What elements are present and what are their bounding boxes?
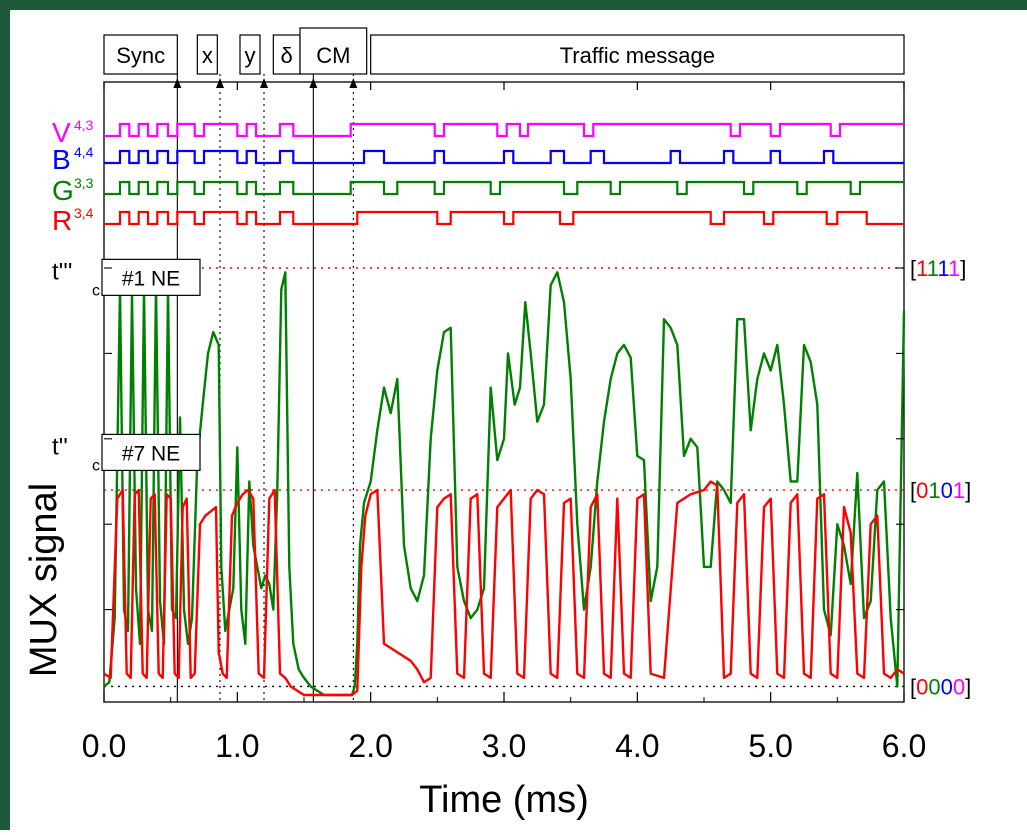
channel-sub-B: 4,4 xyxy=(74,144,94,160)
level-digit: ] xyxy=(965,478,971,503)
threshold-box-1 xyxy=(101,433,201,472)
x-tick-label-4: 4.0 xyxy=(615,728,659,764)
x-tick-label-1: 1.0 xyxy=(215,728,259,764)
level-digit: 0 xyxy=(941,674,953,699)
x-axis-label: Time (ms) xyxy=(419,779,589,821)
threshold-label-1: t'' xyxy=(52,433,68,460)
level-label-0101: [0101] xyxy=(910,478,971,503)
level-digit: 0 xyxy=(941,478,953,503)
channel-label-R: R xyxy=(52,205,72,236)
x-tick-label-6: 6.0 xyxy=(882,728,926,764)
channel-trace-G xyxy=(104,180,904,196)
marker-arrow-0 xyxy=(173,78,182,88)
channel-label-V: V xyxy=(52,117,71,148)
level-digit: [ xyxy=(910,256,916,281)
y-axis-label: MUX signal xyxy=(23,483,65,677)
x-tick-label-3: 3.0 xyxy=(482,728,526,764)
segment-box-2 xyxy=(239,34,261,75)
threshold-sub-1: c xyxy=(92,457,100,474)
marker-arrow-3 xyxy=(309,78,318,88)
channel-trace-R xyxy=(104,210,904,226)
level-digit: 0 xyxy=(916,478,928,503)
frame-left xyxy=(0,0,10,830)
channel-label-B: B xyxy=(52,144,71,175)
frame-top xyxy=(0,0,1027,10)
segment-label-2: y xyxy=(245,43,256,68)
marker-arrow-2 xyxy=(260,78,268,88)
x-tick-label-2: 2.0 xyxy=(348,728,392,764)
segment-label-4: CM xyxy=(316,43,350,68)
segment-box-0 xyxy=(103,34,178,75)
marker-arrow-4 xyxy=(349,78,358,88)
channel-sub-G: 3,3 xyxy=(74,175,94,191)
channel-label-G: G xyxy=(52,175,74,206)
x-tick-label-5: 5.0 xyxy=(748,728,792,764)
level-digit: 1 xyxy=(916,256,928,281)
threshold-sub-0: c xyxy=(92,282,100,299)
channel-trace-B xyxy=(104,149,904,165)
level-digit: [ xyxy=(910,674,916,699)
level-digit: 1 xyxy=(953,478,965,503)
level-label-0000: [0000] xyxy=(910,674,971,699)
series-line-0 xyxy=(103,271,906,697)
segment-label-1: x xyxy=(202,43,213,68)
segment-label-3: δ xyxy=(281,43,293,68)
series-line-1 xyxy=(103,480,905,697)
level-digit: [ xyxy=(910,478,916,503)
channel-sub-V: 4,3 xyxy=(74,117,94,133)
level-digit: 1 xyxy=(937,256,949,281)
level-label-1111: [1111] xyxy=(910,256,966,281)
segment-box-4 xyxy=(299,27,368,75)
threshold-box-label-0: #1 NE xyxy=(122,267,180,290)
level-digit: 1 xyxy=(927,256,939,281)
level-digit: 0 xyxy=(953,674,965,699)
channel-trace-V xyxy=(104,122,904,138)
level-digit: 1 xyxy=(948,256,960,281)
level-digit: 1 xyxy=(928,478,940,503)
segment-box-1 xyxy=(196,34,218,75)
segment-label-0: Sync xyxy=(116,43,165,68)
level-digit: 0 xyxy=(916,674,928,699)
segment-box-5 xyxy=(370,34,905,75)
threshold-box-0 xyxy=(101,258,201,296)
threshold-box-label-1: #7 NE xyxy=(122,442,180,465)
marker-arrow-1 xyxy=(216,78,224,88)
threshold-label-0: t''' xyxy=(52,258,72,285)
level-digit: 0 xyxy=(928,674,940,699)
channel-sub-R: 3,4 xyxy=(74,205,94,221)
x-tick-label-0: 0.0 xyxy=(82,728,126,764)
level-digit: ] xyxy=(960,256,966,281)
level-digit: ] xyxy=(965,674,971,699)
segment-label-5: Traffic message xyxy=(560,43,715,68)
